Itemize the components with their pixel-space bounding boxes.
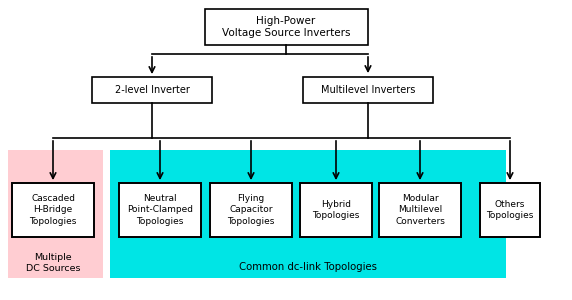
Bar bbox=[119, 183, 201, 237]
Text: 2-level Inverter: 2-level Inverter bbox=[114, 85, 189, 95]
Text: High-Power
Voltage Source Inverters: High-Power Voltage Source Inverters bbox=[222, 16, 350, 38]
Text: Modular
Multilevel
Converters: Modular Multilevel Converters bbox=[395, 194, 445, 226]
Text: Others
Topologies: Others Topologies bbox=[486, 200, 534, 220]
Text: Multilevel Inverters: Multilevel Inverters bbox=[321, 85, 415, 95]
Text: Neutral
Point-Clamped
Topologies: Neutral Point-Clamped Topologies bbox=[127, 194, 193, 226]
Text: Flying
Capacitor
Topologies: Flying Capacitor Topologies bbox=[227, 194, 275, 226]
Bar bbox=[92, 77, 212, 103]
Bar bbox=[8, 150, 103, 278]
Bar bbox=[480, 183, 540, 237]
Text: Multiple
DC Sources: Multiple DC Sources bbox=[26, 253, 80, 273]
Text: Common dc-link Topologies: Common dc-link Topologies bbox=[239, 262, 377, 272]
Text: Hybrid
Topologies: Hybrid Topologies bbox=[312, 200, 360, 220]
Bar bbox=[379, 183, 461, 237]
Bar bbox=[110, 150, 506, 278]
Text: Cascaded
H-Bridge
Topologies: Cascaded H-Bridge Topologies bbox=[29, 194, 77, 226]
Bar bbox=[210, 183, 292, 237]
Bar bbox=[12, 183, 94, 237]
Bar bbox=[300, 183, 372, 237]
Bar bbox=[303, 77, 433, 103]
Bar bbox=[205, 9, 367, 45]
